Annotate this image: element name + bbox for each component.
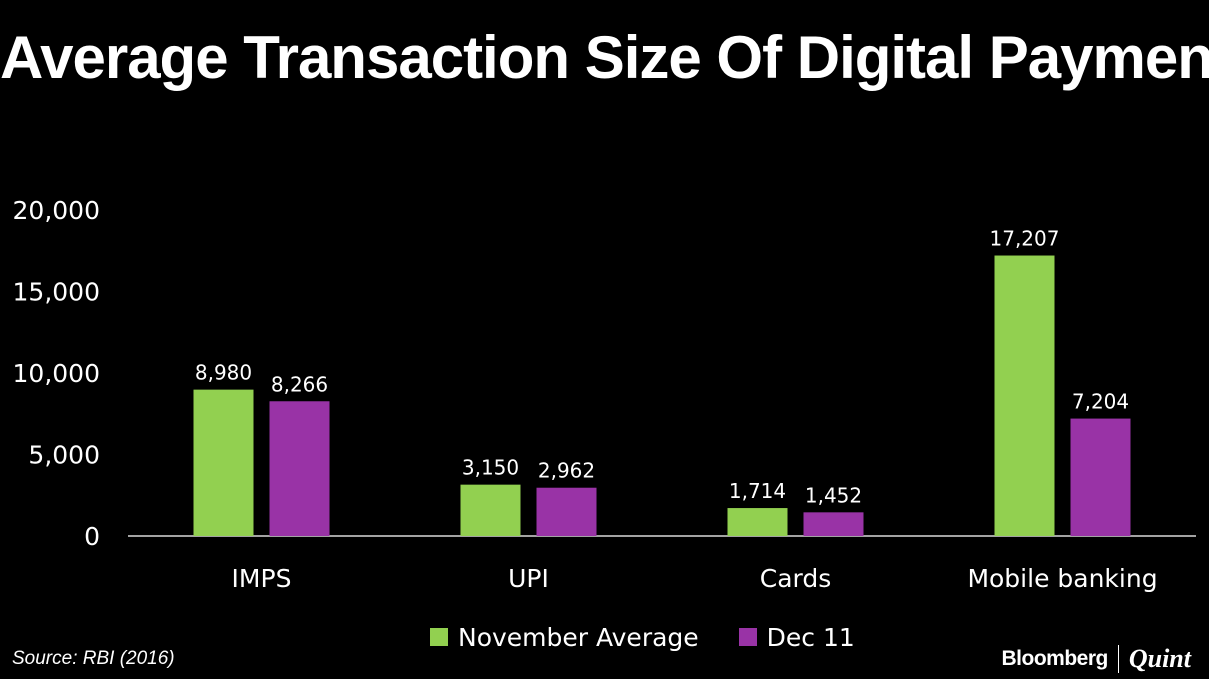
chart-legend: November Average Dec 11 <box>430 620 855 654</box>
bloomberg-logo: Bloomberg <box>1001 647 1109 670</box>
x-tick-label-upi: UPI <box>508 564 549 593</box>
bar-upi-dec-11 <box>536 487 597 536</box>
data-label-mobile-banking-dec-11: 7,204 <box>1072 390 1129 414</box>
chart-title: Average Transaction Size Of Digital Paym… <box>0 24 1209 91</box>
data-label-imps-november-average: 8,980 <box>195 361 252 385</box>
x-tick-label-mobile-banking: Mobile banking <box>967 564 1157 593</box>
x-tick-label-imps: IMPS <box>232 564 292 593</box>
legend-item-november-average: November Average <box>430 623 699 652</box>
data-label-imps-dec-11: 8,266 <box>271 372 328 396</box>
data-label-mobile-banking-november-average: 17,207 <box>990 227 1060 251</box>
legend-swatch-november-average <box>430 628 448 646</box>
legend-item-dec-11: Dec 11 <box>738 622 855 652</box>
brand-divider <box>1117 645 1119 673</box>
bar-upi-november-average <box>460 484 521 536</box>
legend-swatch-dec-11 <box>738 628 757 646</box>
legend-label-dec-11: Dec 11 <box>766 622 855 652</box>
source-note: Source: RBI (2016) <box>12 648 175 669</box>
bar-cards-november-average <box>727 508 788 536</box>
data-label-upi-november-average: 3,150 <box>462 456 519 480</box>
x-tick-label-cards: Cards <box>760 564 832 593</box>
bar-imps-dec-11 <box>269 401 330 536</box>
y-tick-label-0: 0 <box>84 522 100 551</box>
y-tick-label-15-000: 15,000 <box>13 278 100 307</box>
data-label-cards-dec-11: 1,452 <box>805 483 862 507</box>
data-label-cards-november-average: 1,714 <box>729 479 786 503</box>
bar-mobile-banking-dec-11 <box>1070 418 1131 536</box>
y-tick-label-10-000: 10,000 <box>13 359 100 388</box>
bar-mobile-banking-november-average <box>994 255 1055 537</box>
y-tick-label-20-000: 20,000 <box>13 196 100 225</box>
bar-cards-dec-11 <box>803 512 864 536</box>
y-tick-label-5-000: 5,000 <box>28 441 100 470</box>
branding: Bloomberg Quint <box>1001 644 1191 674</box>
bar-imps-november-average <box>193 389 254 536</box>
quint-logo: Quint <box>1128 644 1191 673</box>
data-label-upi-dec-11: 2,962 <box>538 459 595 483</box>
legend-label-november-average: November Average <box>458 622 699 652</box>
